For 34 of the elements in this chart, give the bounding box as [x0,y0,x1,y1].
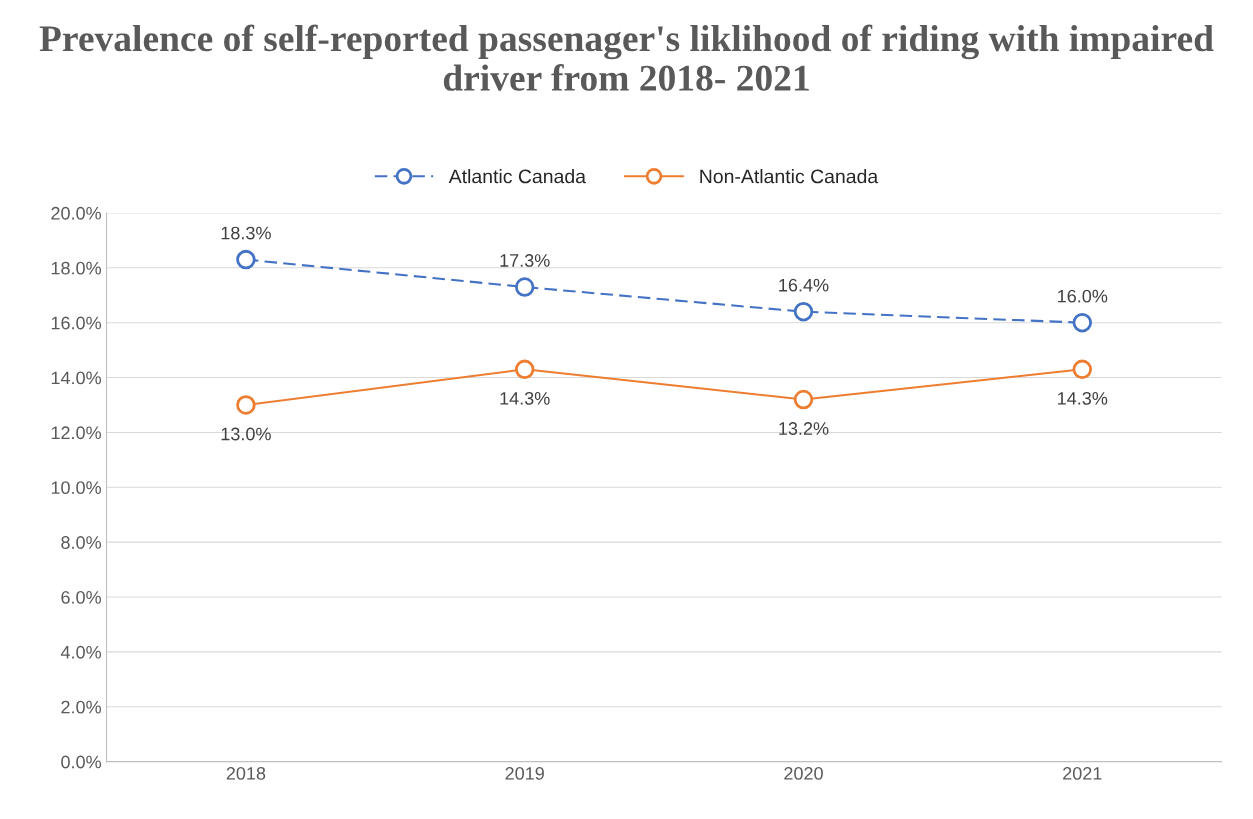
point [514,277,535,297]
y-tick-label: 4.0% [60,645,101,659]
data-label: 16.0% [1058,289,1108,303]
point [793,389,814,410]
y-tick-label: 14.0% [51,371,101,385]
y-tick-label: 20.0% [51,206,101,220]
y-tick-label: 0.0% [61,755,101,769]
data-label: 13.0% [221,427,271,441]
point [1072,312,1092,333]
point [514,359,535,380]
data-label: 16.4% [779,278,829,292]
y-tick-label: 10.0% [51,481,101,495]
data-label: 17.3% [500,254,550,267]
y-tick-label: 18.0% [51,261,101,275]
point [236,395,256,415]
x-tick-label: 2019 [505,767,544,780]
point [236,249,256,270]
y-tick-label: 6.0% [61,590,101,604]
point [1072,359,1092,380]
x-tick-label: 2020 [784,767,823,780]
data-label: 13.2% [779,422,829,435]
x-tick-label: 2018 [226,767,266,780]
data-label: 18.3% [221,226,271,240]
legend-label: Non-Atlantic Canada [700,169,879,184]
point [793,301,814,322]
y-tick-label: 12.0% [51,426,101,440]
data-label: 14.3% [1058,391,1108,405]
y-tick-label: 2.0% [61,700,101,714]
y-tick-label: 16.0% [51,316,101,330]
chart-title: Prevalence of self-reported passenager's liklihood of riding with impaired driver from 2018- 2021 [39,24,1214,91]
x-tick-label: 2021 [1063,767,1102,780]
y-tick-label: 8.0% [61,536,101,549]
data-label: 14.3% [500,391,550,405]
legend-label: Atlantic Canada [448,169,586,184]
